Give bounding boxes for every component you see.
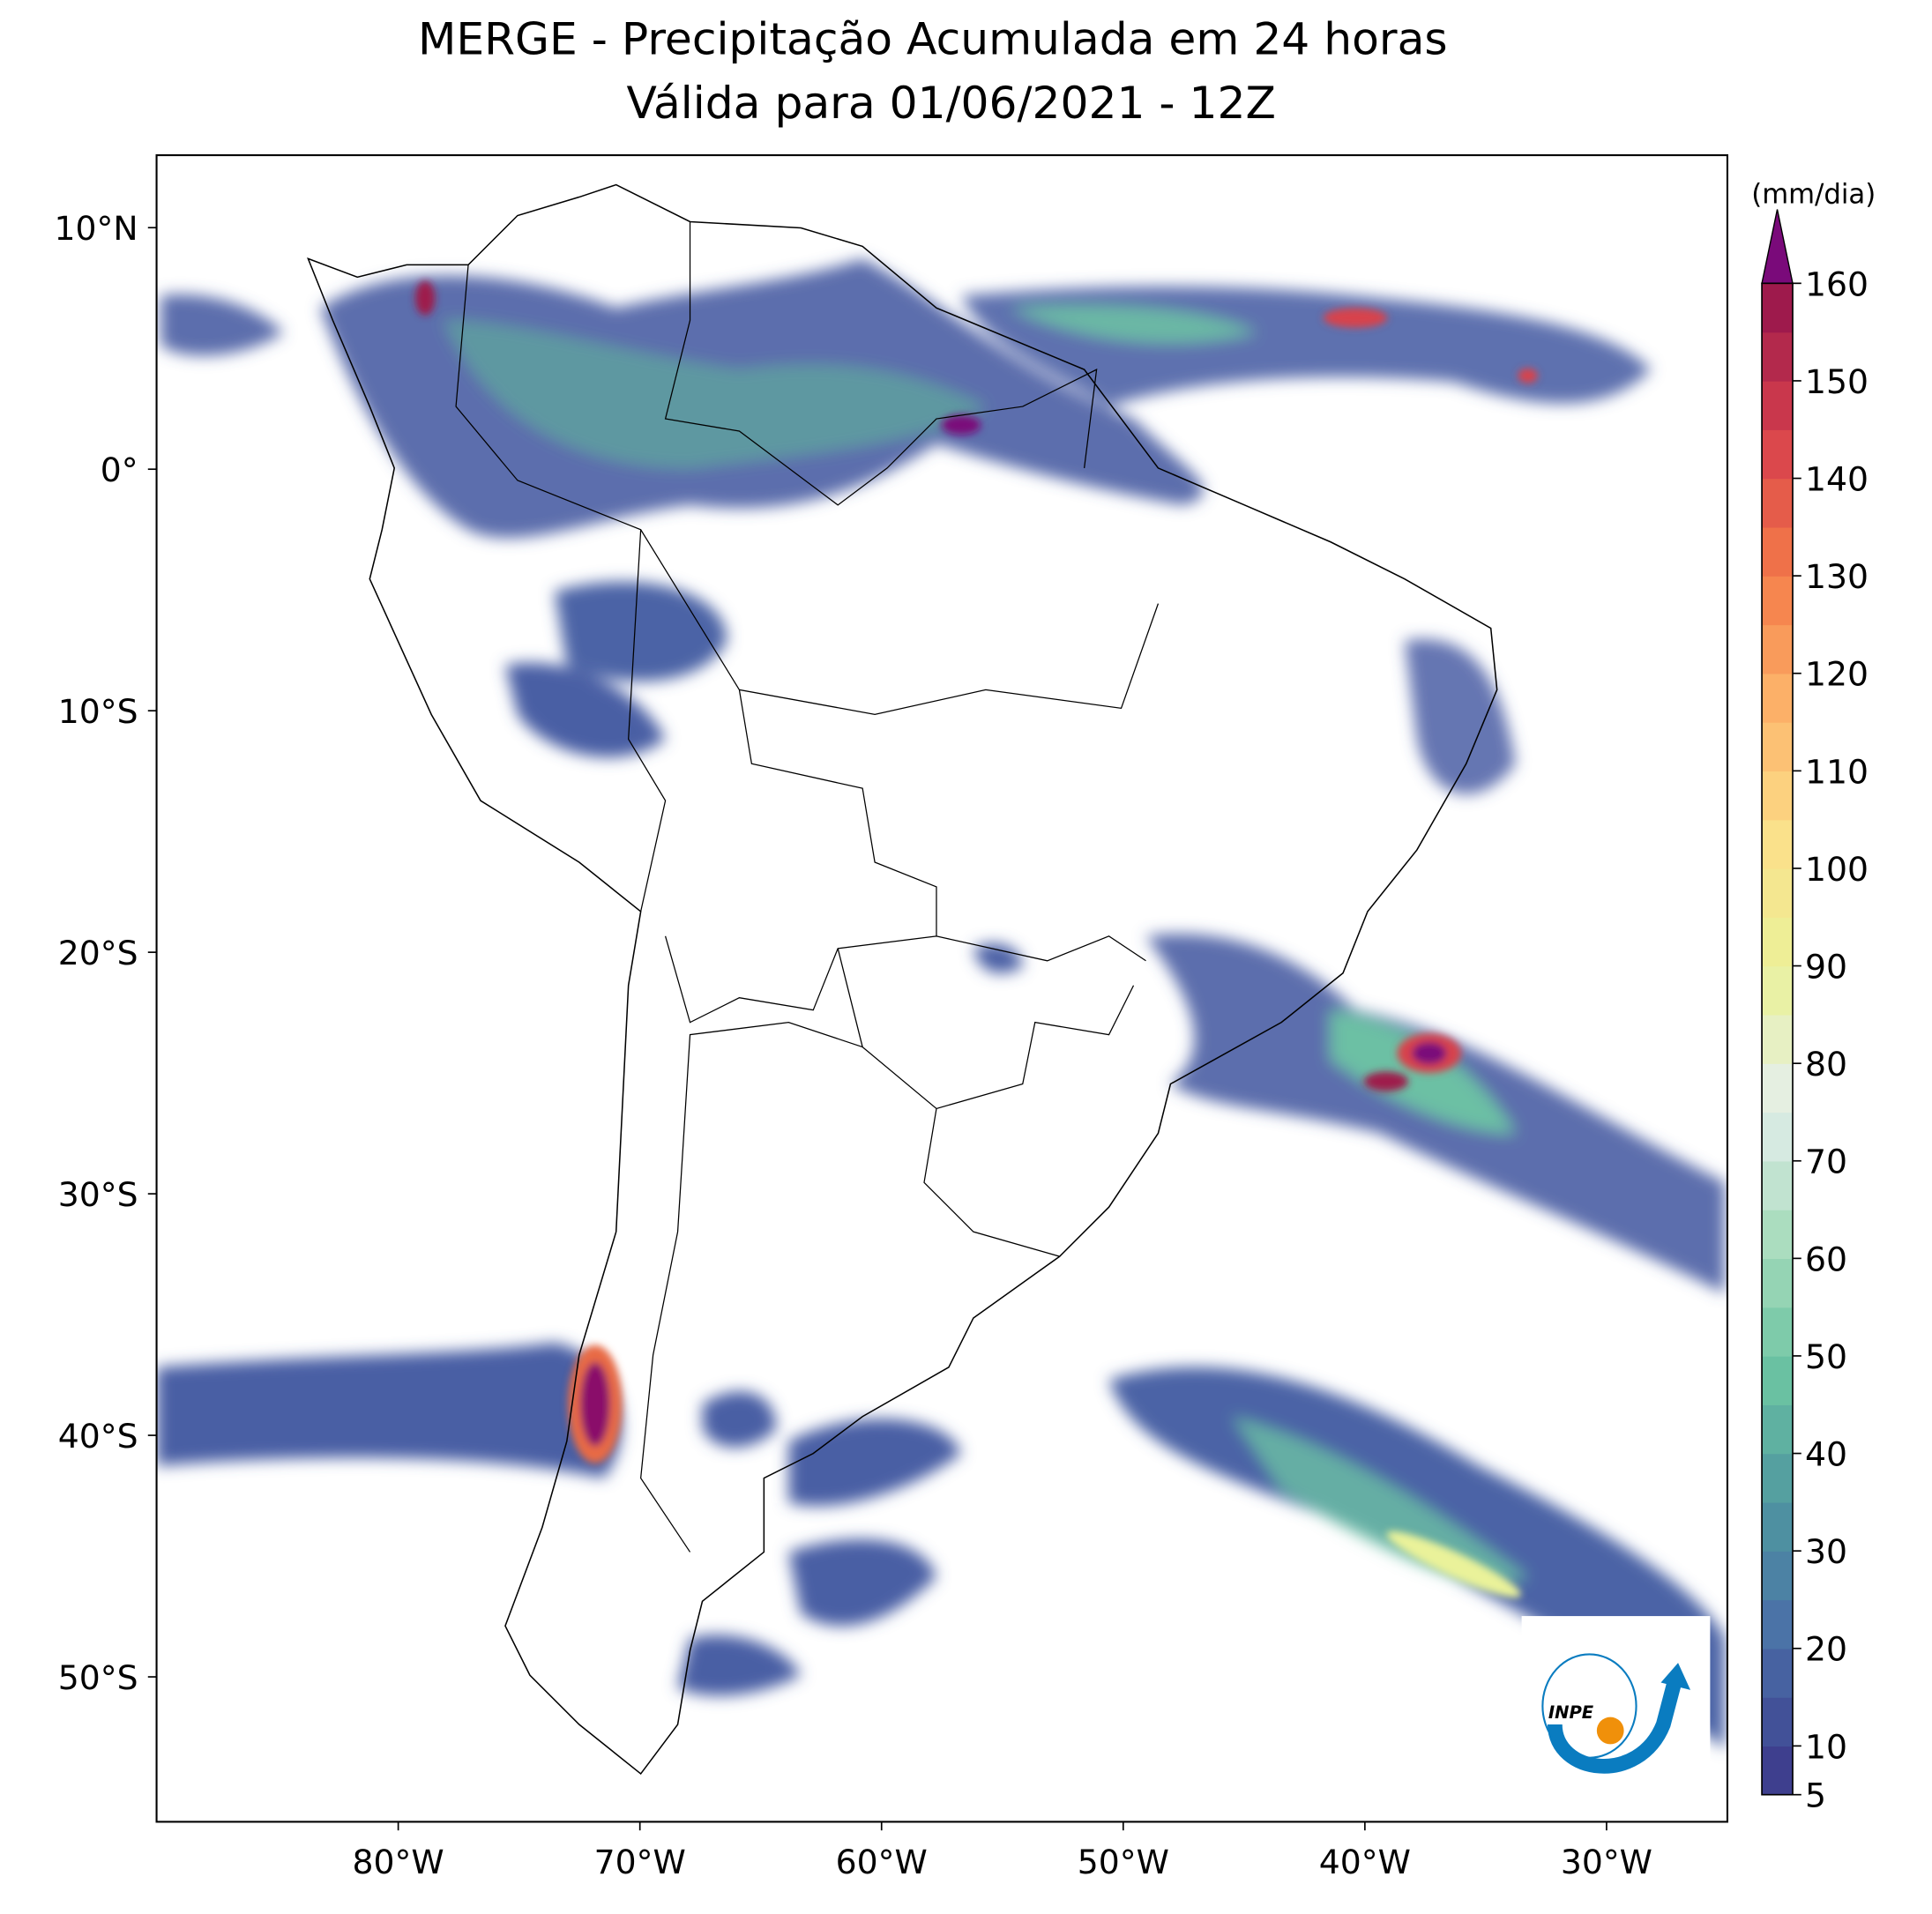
map-subtitle: Válida para 01/06/2021 - 12Z: [626, 77, 1276, 129]
colorbar-bin: [1762, 673, 1793, 723]
x-tick-label: 60°W: [836, 1843, 928, 1881]
colorbar-bin: [1762, 1599, 1793, 1650]
logo-swoosh: [1547, 1675, 1683, 1774]
colorbar-tick-label: 140: [1805, 460, 1869, 499]
logo-text: INPE: [1548, 1702, 1594, 1723]
colorbar-bin: [1762, 1258, 1793, 1308]
colorbar-tick-label: 50: [1805, 1337, 1847, 1376]
logo-arrow: [1660, 1663, 1691, 1690]
colorbar-tick-label: 20: [1805, 1630, 1847, 1669]
colorbar-bin: [1762, 1355, 1793, 1405]
colorbar-tick-label: 160: [1805, 264, 1869, 303]
colorbar-bin: [1762, 1453, 1793, 1503]
colorbar-tick-label: 30: [1805, 1532, 1847, 1571]
logo: INPE: [1521, 1616, 1711, 1774]
colorbar-bin: [1762, 1648, 1793, 1698]
colorbar-frame: [1761, 282, 1794, 1796]
x-tick-label: 70°W: [594, 1843, 686, 1881]
colorbar-bin: [1762, 1404, 1793, 1455]
colorbar-tick-label: 10: [1805, 1727, 1847, 1766]
y-tick-label: 40°S: [58, 1417, 138, 1456]
colorbar-label: (mm/dia): [1751, 179, 1876, 211]
colorbar-bin: [1762, 1697, 1793, 1747]
map-area: [156, 155, 1727, 1822]
y-tick-label: 50°S: [58, 1658, 138, 1697]
colorbar-bin: [1762, 1014, 1793, 1064]
y-tick-label: 0°: [101, 451, 138, 489]
y-tick-label: 20°S: [58, 934, 138, 972]
logo-sun: [1596, 1717, 1624, 1745]
colorbar-bin: [1762, 917, 1793, 967]
y-tick-label: 30°S: [58, 1175, 138, 1214]
colorbar-bin: [1762, 331, 1793, 382]
colorbar-bin: [1762, 1551, 1793, 1601]
colorbar-bin: [1762, 1501, 1793, 1552]
coastline: [307, 183, 1498, 1776]
colorbar-tick-label: 110: [1805, 752, 1869, 791]
colorbar-tick-label: 150: [1805, 362, 1869, 401]
x-tick-label: 50°W: [1078, 1843, 1169, 1881]
colorbar-tick-label: 5: [1805, 1776, 1826, 1815]
colorbar-tick-label: 70: [1805, 1143, 1847, 1181]
logo-orbit: [1541, 1653, 1637, 1759]
colorbar-bin: [1762, 1063, 1793, 1113]
colorbar-bin: [1762, 1160, 1793, 1210]
colorbar-bin: [1762, 1112, 1793, 1162]
colorbar-bin: [1762, 283, 1793, 333]
logo-background: [1521, 1616, 1711, 1774]
colorbar-bin: [1762, 526, 1793, 577]
colorbar-tick-label: 90: [1805, 948, 1847, 987]
colorbar-bin: [1762, 1307, 1793, 1357]
colorbar-bin: [1762, 819, 1793, 869]
colorbar-bin: [1762, 868, 1793, 918]
colorbar-bin: [1762, 429, 1793, 480]
precip-peaks: [414, 280, 1538, 1598]
x-tick-label: 80°W: [353, 1843, 444, 1881]
colorbar-bin: [1762, 380, 1793, 430]
colorbar-bin: [1762, 771, 1793, 821]
colorbar: 5 10 20 30 40 50 60 70 80 90 100 110 120 130 140 150 160: [1761, 209, 1869, 1815]
country-border: [455, 221, 1160, 1553]
y-tick-label: 10°S: [58, 692, 138, 731]
colorbar-tick-label: 40: [1805, 1435, 1847, 1474]
colorbar-extend: [1761, 209, 1794, 285]
colorbar-tick-label: 130: [1805, 557, 1869, 596]
colorbar-bin: [1762, 1746, 1793, 1796]
x-tick-label: 40°W: [1319, 1843, 1411, 1881]
colorbar-tick-label: 100: [1805, 850, 1869, 889]
colorbar-tick-label: 80: [1805, 1045, 1847, 1084]
y-tick-label: 10°N: [55, 209, 138, 248]
colorbar-bin: [1762, 965, 1793, 1016]
axes: 80°W 70°W 60°W 50°W 40°W 30°W 10°N 0° 10°S 20°S 30…: [55, 209, 1652, 1881]
colorbar-bin: [1762, 478, 1793, 528]
colorbar-tick-label: 120: [1805, 655, 1869, 694]
colorbar-bin: [1762, 722, 1793, 772]
colorbar-bin: [1762, 624, 1793, 674]
map-frame: [155, 153, 1728, 1823]
colorbar-bin: [1762, 576, 1793, 626]
colorbar-bin: [1762, 1210, 1793, 1260]
colorbar-tick-label: 60: [1805, 1240, 1847, 1278]
map-title: MERGE - Precipitação Acumulada em 24 hor…: [418, 12, 1448, 64]
x-tick-label: 30°W: [1561, 1843, 1652, 1881]
